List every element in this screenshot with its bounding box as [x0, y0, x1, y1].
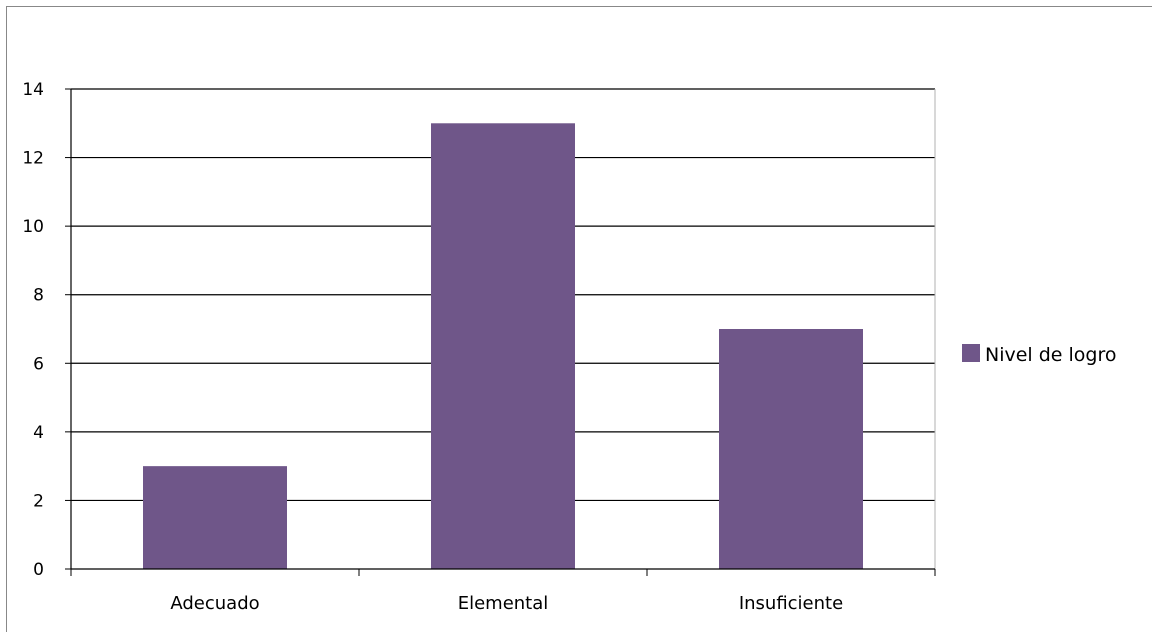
bar-elemental — [431, 123, 575, 570]
legend: Nivel de logro — [962, 344, 1117, 366]
legend-label: Nivel de logro — [985, 344, 1117, 366]
x-tick-label: Insuficiente — [739, 593, 843, 614]
y-tick-label: 8 — [33, 286, 44, 306]
x-tick-labels: Adecuado Elemental Insuficiente — [170, 593, 843, 614]
x-tick-label: Elemental — [458, 593, 549, 614]
y-tick-label: 0 — [33, 560, 44, 580]
y-tick-label: 2 — [33, 491, 44, 511]
bars — [143, 123, 863, 570]
bar-insuficiente — [719, 329, 863, 569]
bar-adecuado — [143, 466, 287, 569]
y-tick-label: 12 — [22, 149, 44, 169]
legend-swatch — [962, 344, 980, 362]
x-tick-label: Adecuado — [170, 593, 259, 614]
y-tick-label: 14 — [22, 80, 44, 100]
y-tick-label: 10 — [22, 217, 44, 237]
y-tick-labels: 0 2 4 6 8 10 12 14 — [22, 80, 44, 580]
axes — [65, 88, 936, 576]
y-tick-label: 6 — [33, 354, 44, 374]
y-tick-label: 4 — [33, 423, 44, 443]
